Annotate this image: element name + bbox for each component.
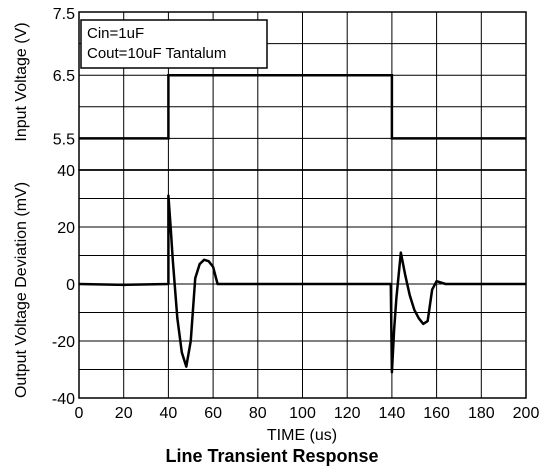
input-voltage-y-tick-label: 6.5 <box>53 68 75 85</box>
input-voltage-y-tick-label: 7.5 <box>53 6 75 23</box>
x-axis-label: TIME (us) <box>267 427 337 444</box>
output-deviation-y-tick-label: -20 <box>52 334 75 351</box>
output-deviation-y-tick-label: 20 <box>57 220 75 237</box>
x-tick-label: 160 <box>423 405 450 422</box>
x-tick-label: 20 <box>115 405 133 422</box>
x-tick-label: 140 <box>379 405 406 422</box>
x-tick-label: 200 <box>513 405 540 422</box>
x-tick-label: 120 <box>334 405 361 422</box>
input-voltage-panel: 5.5 6.5 7.5 Input Voltage (V) Cin=1uF Cout… <box>13 6 527 171</box>
input-voltage-y-ticks: 5.5 6.5 7.5 <box>53 6 75 148</box>
x-tick-label: 180 <box>468 405 495 422</box>
chart-title: Line Transient Response <box>165 446 378 466</box>
output-deviation-y-tick-label: -40 <box>52 391 75 408</box>
x-tick-labels: 0 20 40 60 80 100 120 140 160 180 200 <box>75 405 540 422</box>
output-deviation-series-line <box>78 194 526 374</box>
input-voltage-series-line <box>79 73 526 140</box>
x-tick-label: 80 <box>249 405 267 422</box>
output-deviation-y-axis-label: Output Voltage Deviation (mV) <box>13 182 30 398</box>
x-tick-label: 0 <box>75 405 84 422</box>
input-voltage-y-tick-label: 5.5 <box>53 131 75 148</box>
x-tick-label: 100 <box>289 405 316 422</box>
input-voltage-y-axis-label: Input Voltage (V) <box>13 22 30 141</box>
output-deviation-panel: 40 20 0 -20 -40 Output Voltage Deviation (mV… <box>13 163 527 408</box>
output-deviation-y-ticks: 40 20 0 -20 -40 <box>52 163 75 408</box>
x-tick-label: 40 <box>160 405 178 422</box>
output-deviation-y-tick-label: 0 <box>66 277 75 294</box>
legend-line-2: Cout=10uF Tantalum <box>87 45 226 62</box>
legend: Cin=1uF Cout=10uF Tantalum <box>80 19 268 69</box>
legend-box <box>80 19 268 69</box>
x-tick-label: 60 <box>204 405 222 422</box>
legend-line-1: Cin=1uF <box>87 25 144 42</box>
output-deviation-y-tick-label: 40 <box>57 163 75 180</box>
